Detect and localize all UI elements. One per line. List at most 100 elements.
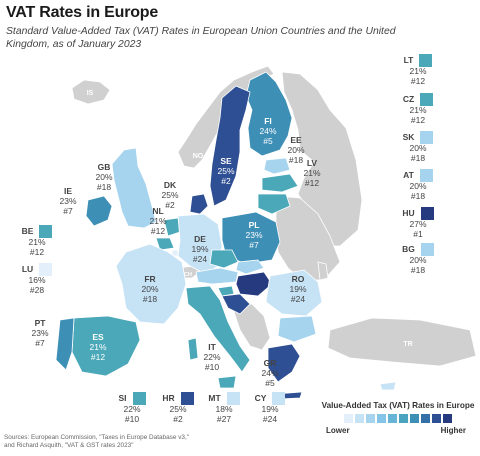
lu-rate: 16% bbox=[28, 275, 46, 285]
gb-code: GB bbox=[98, 162, 111, 172]
sweden-shape bbox=[209, 85, 251, 207]
mt-swatch bbox=[226, 392, 240, 405]
es-rate: 21% bbox=[89, 342, 106, 352]
callout-be: BE 21% #12 bbox=[14, 225, 60, 257]
label-ro: RO 19% #24 bbox=[289, 274, 306, 304]
chart-title: VAT Rates in Europe bbox=[6, 4, 159, 21]
callout-hu: HU 27% #1 bbox=[396, 207, 440, 239]
legend-swatch-8 bbox=[421, 414, 430, 423]
legend-swatch-9 bbox=[432, 414, 441, 423]
ie-code: IE bbox=[64, 186, 72, 196]
gr-rate: 24% bbox=[261, 368, 278, 378]
chart-subtitle: Standard Value-Added Tax (VAT) Rates in … bbox=[6, 26, 396, 50]
finland-shape bbox=[245, 71, 293, 157]
label-de: DE 19% #24 bbox=[191, 234, 208, 264]
fi-rate: 24% bbox=[259, 126, 276, 136]
lu-rank: #28 bbox=[29, 284, 45, 295]
turkey-shape bbox=[327, 317, 477, 367]
callout-at: AT 20% #18 bbox=[396, 169, 440, 201]
label-es: ES 21% #12 bbox=[89, 332, 106, 362]
mt-rate: 18% bbox=[215, 404, 233, 414]
legend-swatch-10 bbox=[443, 414, 452, 423]
legend-swatch-6 bbox=[399, 414, 408, 423]
gb-rank: #18 bbox=[97, 182, 111, 192]
pl-rate: 23% bbox=[245, 230, 262, 240]
it-code: IT bbox=[208, 342, 216, 352]
hu-swatch bbox=[420, 207, 434, 220]
pt-code: PT bbox=[35, 318, 47, 328]
estonia-shape bbox=[263, 157, 291, 175]
lv-rank: #12 bbox=[305, 178, 319, 188]
gr-rank: #5 bbox=[265, 378, 275, 388]
lt-rank: #12 bbox=[410, 75, 426, 86]
bg-swatch bbox=[420, 243, 434, 256]
legend-low-label: Lower bbox=[326, 426, 350, 435]
callout-lt: LT 21% #12 bbox=[396, 54, 440, 86]
croatia-shape bbox=[221, 293, 251, 315]
label-ee: EE 20% #18 bbox=[287, 135, 304, 165]
it-rate: 22% bbox=[203, 352, 220, 362]
label-fr: FR 20% #18 bbox=[141, 274, 158, 304]
lt-code: LT bbox=[403, 54, 414, 65]
sk-rank: #18 bbox=[410, 152, 426, 163]
mt-code: MT bbox=[208, 392, 221, 403]
is-label: IS bbox=[87, 90, 94, 97]
belgium-shape bbox=[155, 237, 175, 251]
sicily-shape bbox=[217, 375, 237, 389]
callout-bg: BG 20% #18 bbox=[396, 243, 440, 275]
label-ie: IE 23% #7 bbox=[59, 186, 76, 216]
label-fi: FI 24% #5 bbox=[259, 116, 276, 146]
moldova-shape bbox=[317, 261, 329, 281]
gr-code: GR bbox=[264, 358, 277, 368]
pl-code: PL bbox=[249, 220, 260, 230]
mt-rank: #27 bbox=[216, 413, 232, 424]
callout-lu: LU 16% #28 bbox=[14, 263, 60, 295]
si-rate: 22% bbox=[123, 404, 141, 414]
bg-code: BG bbox=[402, 243, 415, 254]
nl-code: NL bbox=[152, 206, 163, 216]
pl-rank: #7 bbox=[249, 240, 259, 250]
lt-rate: 21% bbox=[409, 66, 427, 76]
ie-rank: #7 bbox=[63, 206, 73, 216]
legend-ramp bbox=[318, 414, 478, 423]
se-code: SE bbox=[220, 156, 232, 166]
de-rate: 19% bbox=[191, 244, 208, 254]
legend-ends: Lower Higher bbox=[318, 426, 478, 435]
si-code: SI bbox=[118, 392, 127, 403]
at-swatch bbox=[419, 169, 433, 182]
legend-swatch-1 bbox=[344, 414, 353, 423]
hr-rank: #2 bbox=[173, 413, 183, 424]
pt-rank: #7 bbox=[35, 338, 45, 348]
legend-title: Value-Added Tax (VAT) Rates in Europe bbox=[321, 401, 475, 410]
lithuania-shape bbox=[257, 193, 291, 215]
denmark-shape bbox=[189, 193, 209, 215]
ee-rate: 20% bbox=[287, 145, 304, 155]
hu-rank: #1 bbox=[413, 228, 423, 239]
legend-swatch-4 bbox=[377, 414, 386, 423]
lu-code: LU bbox=[21, 263, 34, 274]
fr-code: FR bbox=[144, 274, 155, 284]
source-note: Sources: European Commission, "Taxes in … bbox=[4, 434, 189, 450]
cyprus-shape bbox=[379, 381, 397, 391]
cz-rate: 21% bbox=[409, 105, 427, 115]
se-rate: 25% bbox=[217, 166, 234, 176]
poland-shape bbox=[221, 211, 281, 265]
lu-swatch bbox=[39, 263, 53, 276]
si-swatch bbox=[132, 392, 146, 405]
cy-code: CY bbox=[254, 392, 267, 403]
callout-si: SI 22% #10 bbox=[110, 392, 154, 424]
label-pt: PT 23% #7 bbox=[31, 318, 48, 348]
ro-code: RO bbox=[292, 274, 305, 284]
iceland-shape bbox=[71, 79, 111, 105]
ie-rate: 23% bbox=[59, 196, 76, 206]
dk-rate: 25% bbox=[161, 190, 178, 200]
source-line-1: Sources: European Commission, "Taxes in … bbox=[4, 434, 189, 441]
portugal-shape bbox=[55, 317, 75, 371]
hr-rate: 25% bbox=[169, 404, 187, 414]
spain-shape bbox=[71, 315, 141, 377]
greece-shape bbox=[267, 343, 301, 383]
bg-rank: #18 bbox=[410, 264, 426, 275]
be-rank: #12 bbox=[29, 246, 45, 257]
sk-code: SK bbox=[402, 131, 415, 142]
fr-rank: #18 bbox=[143, 294, 157, 304]
